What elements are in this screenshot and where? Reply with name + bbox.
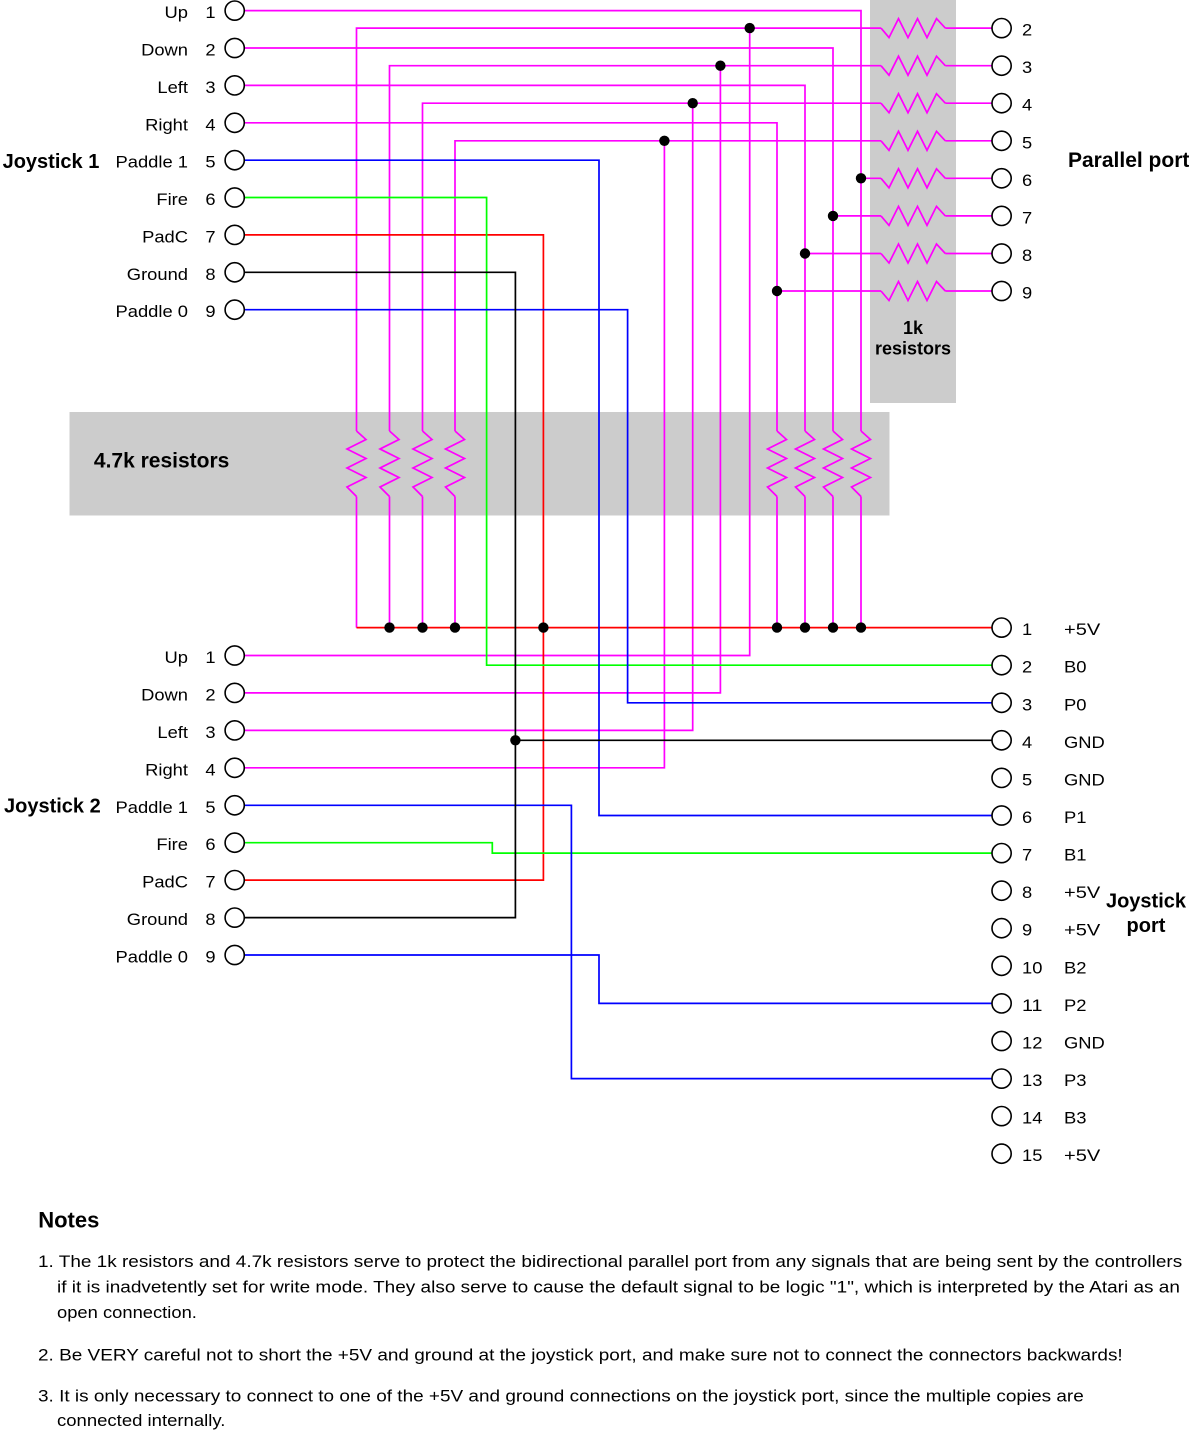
- svg-text:3: 3: [1022, 695, 1032, 714]
- svg-text:P2: P2: [1064, 996, 1087, 1015]
- svg-text:Paddle 0: Paddle 0: [116, 302, 189, 321]
- svg-text:Joystick: Joystick: [1106, 890, 1187, 912]
- svg-text:resistors: resistors: [875, 339, 951, 359]
- svg-text:Paddle 1: Paddle 1: [116, 153, 189, 172]
- svg-text:GND: GND: [1064, 1033, 1105, 1052]
- svg-text:2: 2: [1022, 21, 1032, 40]
- svg-text:9: 9: [1022, 921, 1032, 940]
- svg-text:7: 7: [205, 227, 215, 246]
- svg-text:1k: 1k: [903, 318, 924, 338]
- svg-text:Right: Right: [145, 760, 188, 779]
- svg-text:P3: P3: [1064, 1071, 1087, 1090]
- svg-text:P0: P0: [1064, 695, 1087, 714]
- svg-text:5: 5: [205, 798, 215, 817]
- svg-text:Joystick 2: Joystick 2: [4, 796, 101, 818]
- svg-text:8: 8: [1022, 883, 1032, 902]
- svg-text:15: 15: [1022, 1146, 1042, 1165]
- svg-text:4.7k resistors: 4.7k resistors: [94, 449, 229, 472]
- svg-text:GND: GND: [1064, 733, 1105, 752]
- svg-text:12: 12: [1022, 1033, 1042, 1052]
- svg-text:4: 4: [205, 115, 215, 134]
- svg-text:2: 2: [1022, 658, 1032, 677]
- svg-text:6: 6: [205, 835, 215, 854]
- svg-text:Ground: Ground: [127, 265, 188, 284]
- svg-text:B0: B0: [1064, 658, 1087, 677]
- svg-text:9: 9: [1022, 284, 1032, 303]
- svg-text:GND: GND: [1064, 770, 1105, 789]
- svg-text:PadC: PadC: [142, 227, 188, 246]
- svg-text:3: 3: [1022, 58, 1032, 77]
- svg-text:4: 4: [1022, 96, 1032, 115]
- svg-text:+5V: +5V: [1064, 883, 1101, 902]
- svg-text:P1: P1: [1064, 808, 1087, 827]
- svg-text:Down: Down: [141, 685, 188, 704]
- svg-text:3: 3: [205, 78, 215, 97]
- svg-text:7: 7: [1022, 846, 1032, 865]
- svg-text:3: 3: [205, 723, 215, 742]
- svg-text:Notes: Notes: [38, 1207, 99, 1232]
- svg-text:Up: Up: [165, 3, 189, 22]
- svg-text:Fire: Fire: [156, 835, 188, 854]
- svg-text:4: 4: [205, 760, 215, 779]
- svg-text:Down: Down: [141, 40, 188, 59]
- svg-text:Paddle 0: Paddle 0: [116, 948, 189, 967]
- svg-text:9: 9: [205, 948, 215, 967]
- svg-text:Joystick 1: Joystick 1: [3, 151, 100, 173]
- svg-text:6: 6: [1022, 808, 1032, 827]
- svg-text:5: 5: [205, 153, 215, 172]
- svg-text:Left: Left: [157, 78, 188, 97]
- svg-text:B1: B1: [1064, 846, 1087, 865]
- svg-text:+5V: +5V: [1064, 1146, 1101, 1165]
- svg-text:if it is inadvetently set for: if it is inadvetently set for write mode…: [57, 1278, 1180, 1297]
- svg-text:Parallel port: Parallel port: [1068, 149, 1189, 172]
- svg-text:Ground: Ground: [127, 910, 188, 929]
- svg-text:8: 8: [1022, 246, 1032, 265]
- svg-text:2: 2: [205, 685, 215, 704]
- svg-text:5: 5: [1022, 133, 1032, 152]
- svg-text:B3: B3: [1064, 1109, 1087, 1128]
- svg-text:2: 2: [205, 40, 215, 59]
- svg-text:13: 13: [1022, 1071, 1042, 1090]
- svg-text:connected internally.: connected internally.: [57, 1411, 225, 1430]
- svg-text:5: 5: [1022, 770, 1032, 789]
- svg-text:port: port: [1127, 915, 1166, 937]
- svg-text:11: 11: [1022, 996, 1042, 1015]
- svg-text:8: 8: [205, 910, 215, 929]
- svg-text:6: 6: [1022, 171, 1032, 190]
- svg-text:7: 7: [1022, 208, 1032, 227]
- svg-text:open connection.: open connection.: [57, 1303, 197, 1322]
- svg-text:+5V: +5V: [1064, 921, 1101, 940]
- svg-text:1: 1: [205, 3, 215, 22]
- svg-text:14: 14: [1022, 1109, 1042, 1128]
- svg-text:1. The 1k resistors and 4.7k r: 1. The 1k resistors and 4.7k resistors s…: [38, 1252, 1182, 1271]
- svg-text:Up: Up: [165, 648, 189, 667]
- svg-text:Fire: Fire: [156, 190, 188, 209]
- svg-text:+5V: +5V: [1064, 620, 1101, 639]
- svg-text:Paddle 1: Paddle 1: [116, 798, 189, 817]
- svg-text:B2: B2: [1064, 958, 1087, 977]
- svg-text:7: 7: [205, 873, 215, 892]
- svg-text:PadC: PadC: [142, 873, 188, 892]
- svg-text:10: 10: [1022, 958, 1042, 977]
- svg-text:3. It is only necessary to con: 3. It is only necessary to connect to on…: [38, 1387, 1084, 1406]
- svg-text:Left: Left: [157, 723, 188, 742]
- svg-text:2. Be VERY careful not to shor: 2. Be VERY careful not to short the +5V …: [38, 1346, 1123, 1365]
- svg-text:8: 8: [205, 265, 215, 284]
- svg-text:1: 1: [1022, 620, 1032, 639]
- svg-text:1: 1: [205, 648, 215, 667]
- svg-text:Right: Right: [145, 115, 188, 134]
- svg-text:4: 4: [1022, 733, 1032, 752]
- svg-text:6: 6: [205, 190, 215, 209]
- svg-text:9: 9: [205, 302, 215, 321]
